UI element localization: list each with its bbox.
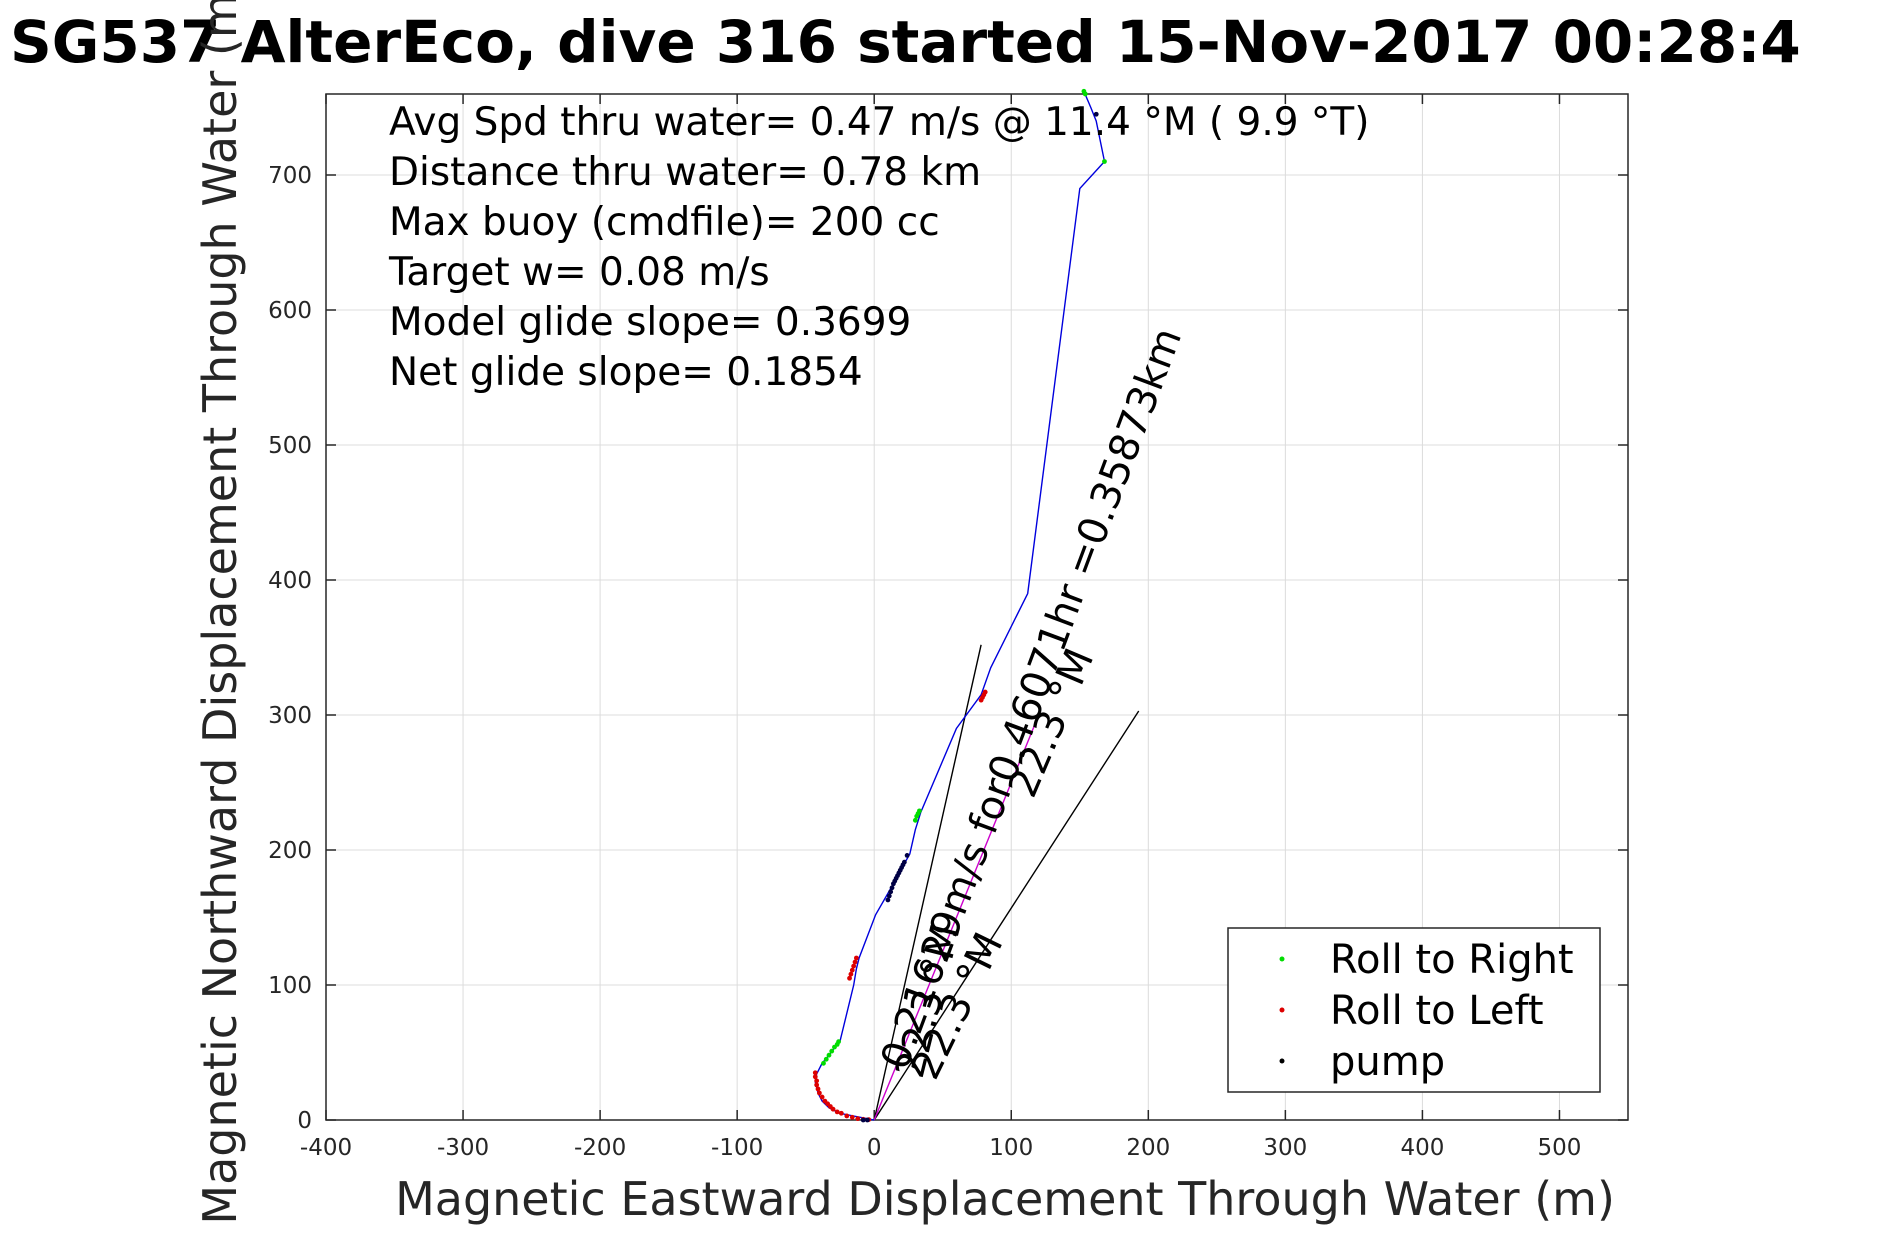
marker-roll-to-left	[847, 975, 852, 981]
marker-pump	[1093, 111, 1099, 117]
marker-pump	[901, 859, 907, 865]
marker-roll-to-left	[812, 1074, 818, 1080]
chart-title: SG537 AlterEco, dive 316 started 15-Nov-…	[10, 8, 1801, 76]
x-tick-label: 0	[867, 1135, 882, 1161]
marker-pump	[860, 1117, 866, 1123]
marker-roll-to-left	[849, 1114, 855, 1120]
legend-marker-roll-right	[1279, 956, 1285, 962]
x-tick-label: 300	[1263, 1135, 1307, 1161]
marker-roll-to-right	[1102, 159, 1107, 164]
info-max-buoy: Max buoy (cmdfile)= 200 cc	[389, 200, 940, 245]
x-tick-label: -300	[437, 1135, 489, 1161]
marker-pump	[888, 889, 894, 895]
x-axis-label: Magnetic Eastward Displacement Through W…	[395, 1172, 1615, 1226]
marker-pump	[885, 897, 891, 903]
legend-label-roll-right: Roll to Right	[1330, 937, 1574, 983]
x-tick-label: 500	[1538, 1135, 1582, 1161]
y-tick-label: 200	[268, 838, 312, 864]
x-tick-label: 100	[989, 1135, 1033, 1161]
legend-marker-pump	[1279, 1058, 1285, 1064]
marker-pump	[886, 893, 892, 899]
marker-roll-to-left	[982, 689, 988, 695]
legend-label-pump: pump	[1330, 1039, 1445, 1085]
legend: Roll to Right Roll to Left pump	[1227, 927, 1601, 1093]
x-tick-label: 400	[1400, 1135, 1444, 1161]
x-tick-label: -400	[300, 1135, 352, 1161]
marker-roll-to-right	[829, 1048, 835, 1054]
marker-roll-to-left	[814, 1082, 820, 1088]
marker-roll-to-left	[848, 971, 854, 977]
marker-roll-to-left	[855, 1116, 861, 1122]
marker-roll-to-right	[1082, 91, 1088, 97]
marker-roll-to-left	[830, 1106, 836, 1112]
marker-pump	[904, 853, 910, 858]
marker-roll-to-left	[852, 959, 858, 965]
marker-roll-to-left	[834, 1109, 840, 1115]
y-axis-label: Magnetic Northward Displacement Through …	[193, 0, 247, 1225]
info-net-glide-slope: Net glide slope= 0.1854	[389, 350, 863, 395]
info-model-glide-slope: Model glide slope= 0.3699	[389, 300, 911, 345]
reference-line	[873, 714, 1040, 1121]
marker-roll-to-left	[853, 955, 859, 961]
marker-roll-to-left	[838, 1110, 844, 1116]
marker-roll-to-left	[844, 1113, 850, 1119]
marker-pump	[889, 885, 895, 891]
reference-line	[873, 710, 1140, 1121]
marker-roll-to-right	[836, 1039, 841, 1045]
x-tick-label: -200	[574, 1135, 626, 1161]
track-line	[814, 91, 1106, 1121]
marker-roll-to-right	[821, 1060, 826, 1066]
y-tick-label: 600	[268, 298, 312, 324]
y-tick-label: 400	[268, 568, 312, 594]
y-tick-label: 700	[268, 163, 312, 189]
plot-frame	[325, 93, 1629, 1121]
data-series	[812, 88, 1107, 1123]
y-tick-label: 100	[268, 973, 312, 999]
info-avg-speed: Avg Spd thru water= 0.47 m/s @ 11.4 °M (…	[389, 100, 1369, 145]
marker-roll-to-left	[812, 1070, 818, 1076]
marker-roll-to-right	[823, 1056, 829, 1062]
x-tick-label: 200	[1126, 1135, 1170, 1161]
marker-pump	[864, 1117, 870, 1123]
legend-box	[1227, 927, 1601, 1093]
marker-roll-to-left	[851, 963, 857, 969]
marker-roll-to-left	[816, 1090, 822, 1096]
legend-marker-roll-left	[1279, 1007, 1285, 1013]
x-tick-label: -100	[711, 1135, 763, 1161]
marker-roll-to-right	[917, 808, 922, 814]
info-distance: Distance thru water= 0.78 km	[389, 150, 981, 195]
legend-label-roll-left: Roll to Left	[1330, 988, 1544, 1034]
marker-roll-to-left	[815, 1086, 821, 1092]
marker-roll-to-right	[912, 817, 918, 823]
marker-roll-to-right	[826, 1052, 832, 1058]
marker-roll-to-left	[814, 1078, 820, 1084]
reference-line	[873, 644, 982, 1121]
y-tick-label: 300	[268, 703, 312, 729]
y-tick-label: 500	[268, 433, 312, 459]
marker-roll-to-left	[819, 1094, 825, 1100]
marker-roll-to-left	[849, 967, 855, 973]
reference-lines	[873, 644, 1140, 1121]
y-tick-label: 0	[297, 1108, 312, 1134]
info-target-w: Target w= 0.08 m/s	[388, 250, 770, 295]
axis-ticks: -400 -300 -200 -100 0 100 200 300 400 500 0 100 200 3…	[268, 94, 1628, 1161]
